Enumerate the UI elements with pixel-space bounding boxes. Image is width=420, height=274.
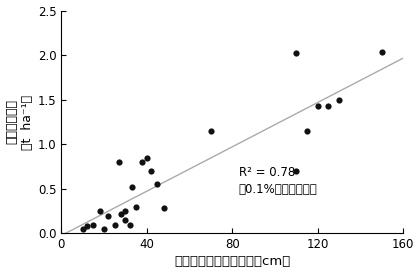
Point bbox=[90, 222, 97, 227]
X-axis label: 鉄石固結層の出現深度（cm）: 鉄石固結層の出現深度（cm） bbox=[174, 255, 290, 269]
Point bbox=[315, 104, 321, 108]
Point bbox=[160, 206, 167, 211]
Point bbox=[378, 50, 385, 55]
Point bbox=[139, 160, 146, 164]
Point bbox=[111, 222, 118, 227]
Point bbox=[84, 224, 90, 229]
Point bbox=[207, 129, 214, 133]
Point bbox=[105, 213, 112, 218]
Point bbox=[126, 222, 133, 227]
Y-axis label: ソルガム収量
（t  ha⁻¹）: ソルガム収量 （t ha⁻¹） bbox=[5, 95, 34, 150]
Point bbox=[116, 160, 122, 164]
Point bbox=[96, 209, 103, 213]
Point bbox=[101, 227, 108, 231]
Point bbox=[336, 98, 342, 102]
Point bbox=[293, 169, 300, 173]
Text: R² = 0.78
（0.1%水準で有意）: R² = 0.78 （0.1%水準で有意） bbox=[239, 166, 318, 196]
Point bbox=[148, 169, 155, 173]
Point bbox=[293, 51, 300, 56]
Point bbox=[143, 155, 150, 160]
Point bbox=[304, 129, 310, 133]
Point bbox=[133, 204, 139, 209]
Point bbox=[154, 182, 161, 187]
Point bbox=[325, 104, 332, 108]
Point bbox=[129, 185, 135, 189]
Point bbox=[122, 209, 129, 213]
Point bbox=[118, 212, 124, 216]
Point bbox=[122, 218, 129, 222]
Point bbox=[79, 227, 86, 231]
